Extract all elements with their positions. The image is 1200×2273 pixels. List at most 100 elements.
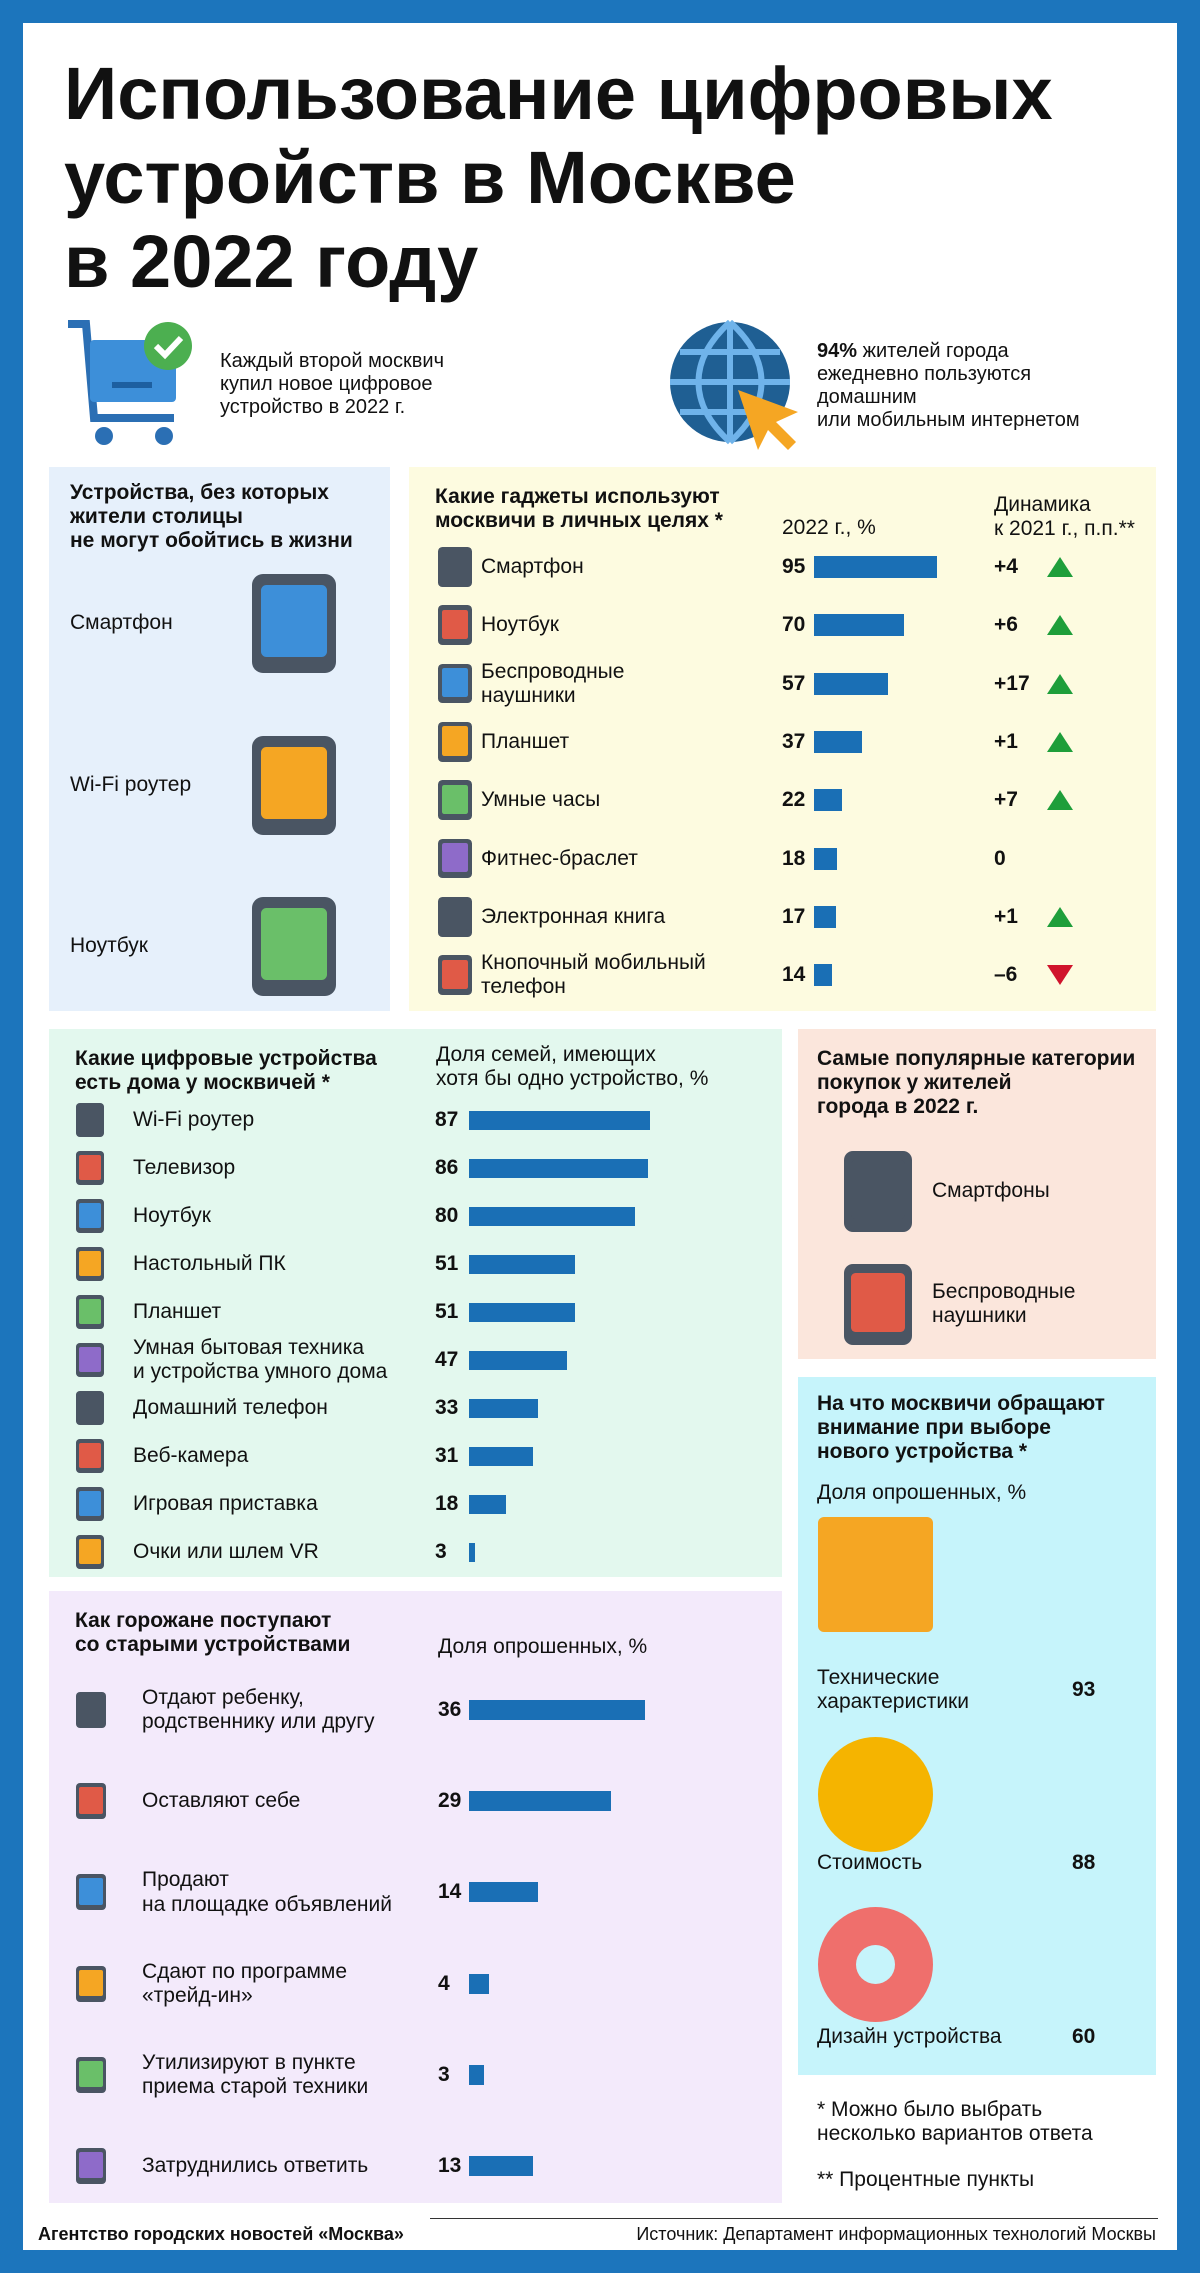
value-header: Доля опрошенных, %	[438, 1635, 648, 1658]
bar	[814, 672, 888, 695]
category-label: Оставляют себе	[142, 1789, 301, 1813]
icon	[71, 1293, 109, 1331]
value-label: 51	[435, 1299, 459, 1323]
value-label: 80	[435, 1203, 459, 1227]
note: ** Процентные пункты	[817, 2168, 1035, 2191]
footer-agency: Агентство городских новостей «Москва»	[38, 2224, 404, 2244]
globe-grid	[670, 320, 790, 445]
icon	[71, 1149, 109, 1187]
value-label: 93	[1072, 1677, 1096, 1701]
value-label: 88	[1072, 1850, 1096, 1874]
value-label: 3	[435, 1539, 447, 1563]
category-label: Wi-Fi роутер	[133, 1107, 255, 1131]
cart-wheel	[155, 427, 173, 445]
arrow	[1047, 906, 1073, 927]
icon-screen	[79, 1969, 103, 1996]
icon	[433, 837, 477, 881]
value-label: 14	[438, 1880, 462, 1904]
attention-icon	[818, 1737, 933, 1852]
bar	[814, 964, 833, 987]
category-label: Смартфон	[481, 554, 584, 578]
category-label: Ноутбук	[133, 1203, 211, 1227]
icon	[71, 1964, 111, 2004]
icon-screen	[78, 1106, 102, 1132]
icon-screen	[78, 1202, 102, 1228]
icon-screen	[851, 1272, 905, 1332]
bar	[469, 2064, 484, 2085]
icon-screen	[261, 907, 327, 981]
arrow	[1047, 557, 1073, 577]
icon	[433, 953, 477, 997]
change-arrow	[1047, 731, 1073, 752]
section-title: Самые популярные категории покупок у жит…	[817, 1047, 1136, 1119]
category-label: Веб-камера	[133, 1443, 249, 1467]
bar	[814, 847, 838, 870]
change-label: –6	[994, 963, 1018, 987]
icon-screen	[78, 1394, 102, 1420]
bar	[469, 1700, 646, 1720]
value-label: 51	[435, 1251, 459, 1275]
cart-dots	[112, 382, 152, 388]
bar	[469, 1206, 636, 1226]
arrow	[1047, 790, 1073, 811]
bar	[469, 1973, 489, 1994]
change-arrow	[1047, 615, 1073, 636]
icon	[239, 730, 349, 840]
section-title: Устройства, без которых жители столицы н…	[70, 481, 353, 553]
value-header: Доля семей, имеющих хотя бы одно устройс…	[436, 1043, 709, 1091]
category-label: Технические характеристики	[817, 1665, 969, 1713]
icon	[71, 1389, 109, 1427]
bar	[469, 1542, 476, 1562]
icon-screen	[441, 901, 469, 931]
bar	[469, 1446, 534, 1466]
icon-screen	[79, 1696, 103, 1723]
bar	[814, 556, 937, 578]
change-arrow	[1047, 790, 1073, 811]
item-label: Беспроводные наушники	[932, 1279, 1076, 1327]
fact-text: жителей города ежедневно пользуются дома…	[817, 340, 1080, 431]
change-label: +1	[994, 904, 1018, 928]
icon-screen	[78, 1250, 102, 1276]
value-label: 29	[438, 1789, 462, 1813]
fact-text: 94% жителей города ежедневно пользуются …	[817, 340, 1080, 432]
icon	[71, 1437, 109, 1475]
bar	[814, 730, 862, 753]
value-label: 37	[782, 729, 806, 753]
bar	[469, 1254, 576, 1274]
chart-title: Какие цифровые устройства есть дома у мо…	[75, 1047, 377, 1095]
bar	[469, 2156, 533, 2176]
panel: Какие цифровые устройства есть дома у мо…	[49, 1029, 782, 1577]
category-label: Фитнес-браслет	[481, 846, 638, 870]
item-label: Ноутбук	[70, 933, 148, 957]
check-badge	[144, 322, 192, 370]
category-label: Отдают ребенку, родственнику или другу	[142, 1685, 375, 1733]
change-arrow	[1047, 557, 1073, 577]
change-label: 0	[994, 846, 1006, 870]
icon-screen	[78, 1298, 102, 1324]
icon	[71, 2055, 111, 2095]
icon-screen	[79, 1878, 103, 1905]
icon	[71, 1197, 109, 1235]
category-label: Затруднились ответить	[142, 2153, 369, 2177]
category-label: Настольный ПК	[133, 1251, 286, 1275]
bar	[469, 1302, 576, 1322]
icon	[239, 891, 349, 1001]
bar	[469, 1882, 538, 1903]
arrow	[1047, 615, 1073, 636]
icon	[71, 1245, 109, 1283]
icon-screen	[441, 843, 469, 873]
icon-screen	[79, 2060, 103, 2088]
category-label: Телевизор	[133, 1155, 236, 1179]
icon-screen	[441, 726, 469, 756]
cart-icon	[68, 320, 192, 445]
icon-screen	[79, 2152, 103, 2179]
change-label: +17	[994, 671, 1030, 695]
category-label: Продают на площадке объявлений	[142, 1868, 392, 1916]
fact-highlight: 94%	[817, 340, 858, 362]
icon-screen	[441, 668, 469, 698]
item-label: Смартфоны	[932, 1178, 1050, 1202]
category-label: Сдают по программе «трейд-ин»	[142, 1959, 348, 2007]
icon-screen	[78, 1490, 102, 1516]
category-label: Кнопочный мобильный телефон	[481, 950, 706, 999]
category-label: Умные часы	[481, 788, 601, 812]
